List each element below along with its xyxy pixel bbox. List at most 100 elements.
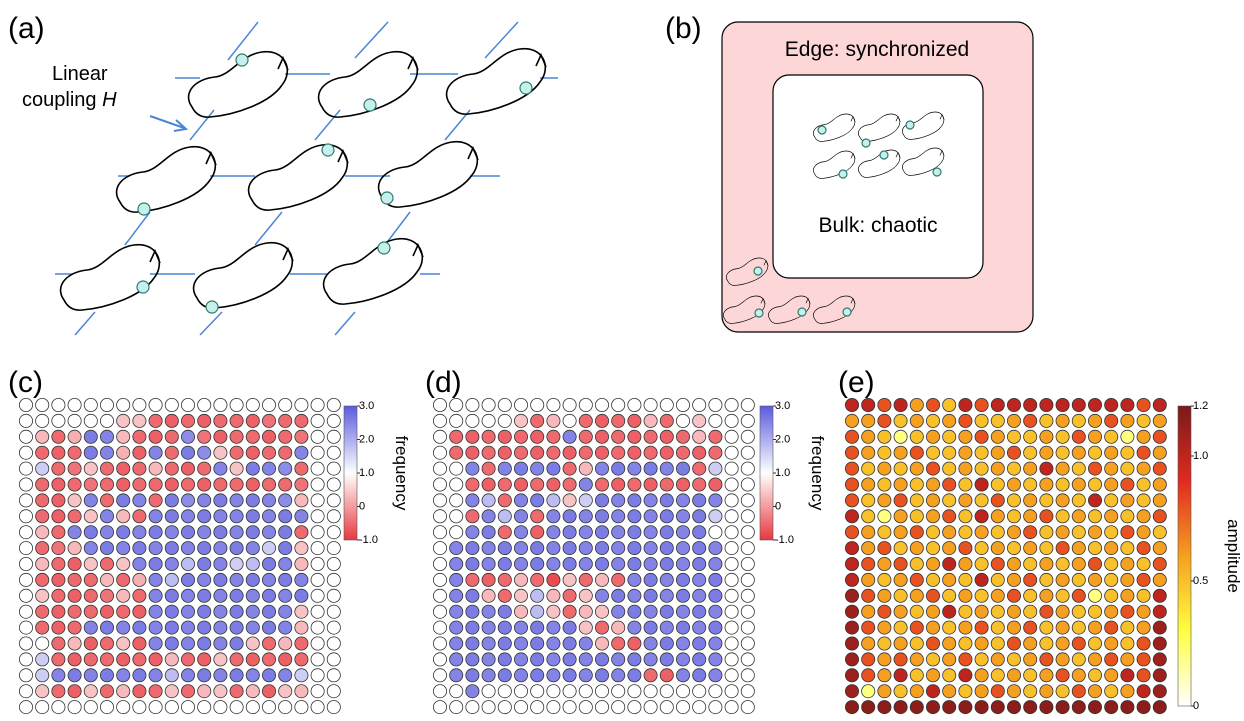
cell: [1007, 493, 1022, 508]
cell: [310, 397, 325, 412]
cell: [708, 541, 723, 556]
cell: [530, 445, 545, 460]
cell: [261, 509, 276, 524]
cell: [294, 493, 309, 508]
cell: [116, 572, 131, 587]
cell: [465, 652, 480, 667]
cell: [659, 572, 674, 587]
cell: [148, 413, 163, 428]
cell: [83, 684, 98, 699]
cell: [245, 684, 260, 699]
cell: [278, 604, 293, 619]
cell: [514, 668, 529, 683]
cell: [909, 668, 924, 683]
cell: [676, 572, 691, 587]
cell: [83, 572, 98, 587]
cell: [643, 413, 658, 428]
cell: [659, 652, 674, 667]
cell: [740, 525, 755, 540]
cell: [861, 493, 876, 508]
cell: [497, 509, 512, 524]
cell: [100, 604, 115, 619]
cell: [990, 700, 1005, 715]
cell: [449, 572, 464, 587]
cell: [1039, 588, 1054, 603]
cell: [1136, 652, 1151, 667]
cell: [740, 700, 755, 715]
cell: [692, 572, 707, 587]
cell: [1007, 572, 1022, 587]
cell: [893, 620, 908, 635]
cell: [740, 668, 755, 683]
cell: [1007, 620, 1022, 635]
cell: [1039, 461, 1054, 476]
cell: [974, 397, 989, 412]
cell: [974, 604, 989, 619]
cell: [643, 525, 658, 540]
cell: [740, 413, 755, 428]
cell: [497, 445, 512, 460]
cell: [1104, 620, 1119, 635]
cell: [132, 413, 147, 428]
cell: [245, 668, 260, 683]
cell: [676, 700, 691, 715]
cell: [261, 477, 276, 492]
cell: [1023, 509, 1038, 524]
cell: [148, 636, 163, 651]
cell: [926, 636, 941, 651]
cell: [245, 445, 260, 460]
cell: [1023, 588, 1038, 603]
cell: [877, 684, 892, 699]
cell: [35, 445, 50, 460]
cell: [627, 620, 642, 635]
cell: [51, 668, 66, 683]
cell: [530, 493, 545, 508]
cell: [67, 604, 82, 619]
cell: [530, 636, 545, 651]
cell: [51, 541, 66, 556]
cell: [100, 477, 115, 492]
cell: [893, 652, 908, 667]
cell: [1104, 477, 1119, 492]
cell: [261, 445, 276, 460]
cell: [692, 541, 707, 556]
cell: [278, 572, 293, 587]
cell: [1055, 525, 1070, 540]
cell: [942, 541, 957, 556]
cell: [1136, 636, 1151, 651]
cell: [278, 557, 293, 572]
cell: [1152, 477, 1167, 492]
cell: [724, 588, 739, 603]
cell: [326, 413, 341, 428]
cell: [132, 604, 147, 619]
cell: [627, 461, 642, 476]
cell: [926, 652, 941, 667]
cell: [611, 572, 626, 587]
cell: [148, 620, 163, 635]
cell: [546, 668, 561, 683]
cell: [595, 572, 610, 587]
cell: [245, 588, 260, 603]
cell: [926, 604, 941, 619]
cell: [481, 557, 496, 572]
cell: [595, 429, 610, 444]
cell: [449, 461, 464, 476]
panel-label: (e): [838, 366, 875, 399]
cell: [562, 509, 577, 524]
cell: [481, 572, 496, 587]
cell: [116, 493, 131, 508]
cell: [643, 620, 658, 635]
cell: [51, 493, 66, 508]
cell: [481, 461, 496, 476]
cell: [877, 541, 892, 556]
cell: [676, 413, 691, 428]
cell: [432, 684, 447, 699]
cell: [692, 493, 707, 508]
cell: [326, 652, 341, 667]
cell: [481, 509, 496, 524]
cell: [562, 684, 577, 699]
cell: [497, 525, 512, 540]
cell: [83, 461, 98, 476]
cell: [724, 461, 739, 476]
cell: [1088, 477, 1103, 492]
